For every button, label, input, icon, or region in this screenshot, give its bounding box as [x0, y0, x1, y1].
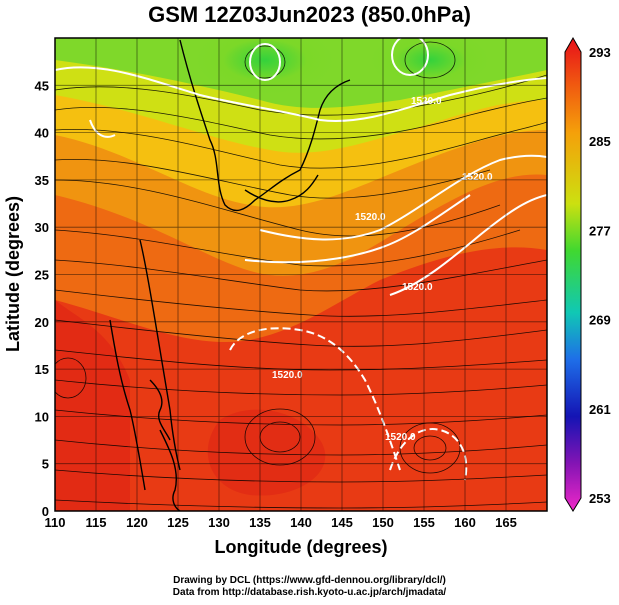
x-tick-label: 145 — [331, 515, 353, 530]
x-tick-label: 135 — [249, 515, 271, 530]
contour-label: 1520.0 — [272, 370, 303, 381]
y-tick-label: 15 — [35, 362, 49, 377]
colorbar: 293 285 277 269 261 253 — [564, 36, 611, 512]
x-tick-label: 125 — [167, 515, 189, 530]
y-tick-label: 30 — [35, 220, 49, 235]
height-contours — [55, 38, 547, 481]
map-title: GSM 12Z03Jun2023 (850.0hPa) — [148, 2, 471, 27]
x-tick-label: 165 — [495, 515, 517, 530]
x-tick-label: 140 — [290, 515, 312, 530]
contour-label: 1520.0 — [385, 432, 416, 443]
x-tick-label: 110 — [45, 515, 66, 530]
contour-label: 1520.0 — [402, 282, 433, 293]
contour-labels: 1520.0 1520.0 1520.0 1520.0 1520.0 1520.… — [272, 96, 493, 443]
credits: Drawing by DCL (https://www.gfd-dennou.o… — [0, 575, 619, 599]
x-tick-label: 120 — [126, 515, 148, 530]
map-figure: 1520.0 1520.0 1520.0 1520.0 1520.0 1520.… — [3, 36, 611, 557]
colorbar-tick-label: 285 — [589, 134, 611, 149]
credits-line-2: Data from http://database.rish.kyoto-u.a… — [172, 587, 447, 598]
coastlines — [109, 39, 351, 511]
x-tick-label: 160 — [454, 515, 476, 530]
plot-frame — [54, 37, 548, 512]
credits-line-1: Drawing by DCL (https://www.gfd-dennou.o… — [173, 575, 446, 586]
contour-label: 1520.0 — [462, 172, 493, 183]
x-axis: 110 115 120 125 130 135 140 145 150 155 160 165 — [45, 515, 517, 530]
colorbar-tick-label: 277 — [589, 223, 611, 238]
x-tick-label: 130 — [208, 515, 230, 530]
y-tick-label: 10 — [35, 409, 49, 424]
x-axis-label: Longitude (degrees) — [214, 537, 387, 557]
wind-streamlines — [55, 41, 547, 509]
x-tick-label: 155 — [413, 515, 435, 530]
y-tick-label: 25 — [35, 268, 49, 283]
y-axis: 0 5 10 15 20 25 30 35 40 45 — [35, 78, 49, 519]
contour-label: 1520.0 — [355, 212, 386, 223]
colorbar-tick-label: 293 — [589, 45, 611, 60]
y-tick-label: 20 — [35, 315, 49, 330]
colorbar-body — [564, 36, 582, 512]
y-tick-label: 0 — [42, 504, 49, 519]
y-axis-label: Latitude (degrees) — [3, 196, 23, 352]
colorbar-tick-label: 253 — [589, 491, 611, 506]
colorbar-tick-label: 261 — [589, 402, 611, 417]
contour-label: 1520.0 — [411, 96, 442, 107]
y-tick-label: 40 — [35, 126, 49, 141]
y-tick-label: 35 — [35, 173, 49, 188]
y-tick-label: 5 — [42, 457, 49, 472]
x-tick-label: 115 — [86, 515, 107, 530]
x-tick-label: 150 — [372, 515, 394, 530]
y-tick-label: 45 — [35, 78, 49, 93]
colorbar-tick-label: 269 — [589, 313, 611, 328]
